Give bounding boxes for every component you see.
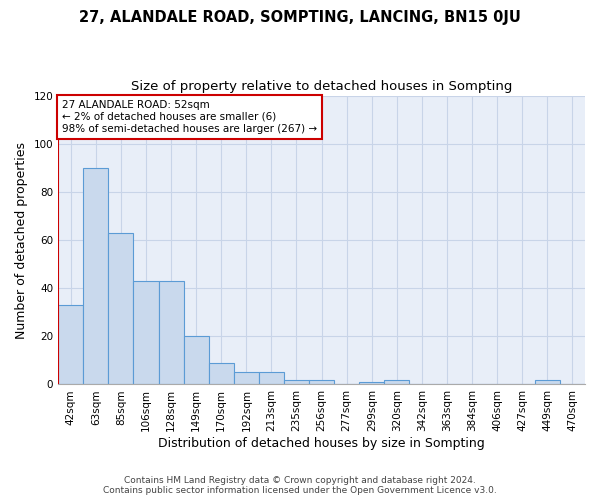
Text: 27, ALANDALE ROAD, SOMPTING, LANCING, BN15 0JU: 27, ALANDALE ROAD, SOMPTING, LANCING, BN… — [79, 10, 521, 25]
Text: 27 ALANDALE ROAD: 52sqm
← 2% of detached houses are smaller (6)
98% of semi-deta: 27 ALANDALE ROAD: 52sqm ← 2% of detached… — [62, 100, 317, 134]
Bar — [83, 168, 109, 384]
Bar — [259, 372, 284, 384]
Bar — [535, 380, 560, 384]
Bar — [234, 372, 259, 384]
Bar — [58, 305, 83, 384]
Bar — [109, 233, 133, 384]
Bar — [133, 281, 158, 384]
Text: Contains HM Land Registry data © Crown copyright and database right 2024.
Contai: Contains HM Land Registry data © Crown c… — [103, 476, 497, 495]
Bar — [158, 281, 184, 384]
Bar — [184, 336, 209, 384]
Y-axis label: Number of detached properties: Number of detached properties — [15, 142, 28, 338]
Bar — [284, 380, 309, 384]
Bar — [309, 380, 334, 384]
Bar — [385, 380, 409, 384]
Bar — [359, 382, 385, 384]
Title: Size of property relative to detached houses in Sompting: Size of property relative to detached ho… — [131, 80, 512, 93]
X-axis label: Distribution of detached houses by size in Sompting: Distribution of detached houses by size … — [158, 437, 485, 450]
Bar — [209, 363, 234, 384]
